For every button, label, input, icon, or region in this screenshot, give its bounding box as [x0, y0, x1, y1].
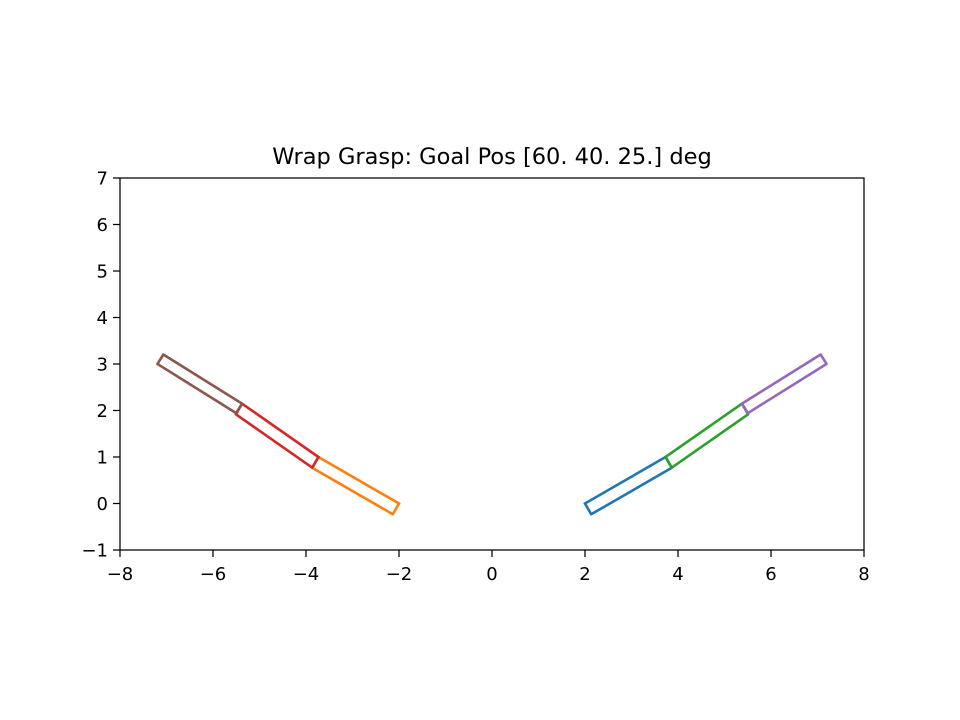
y-tick-label: 3: [97, 355, 108, 376]
plot-frame: [119, 177, 865, 551]
y-tick-label: 2: [97, 401, 108, 422]
y-tick-label: −1: [81, 541, 108, 562]
series-5-line: [156, 353, 244, 415]
series-4-line: [740, 353, 828, 415]
x-tick-label: −4: [293, 564, 320, 585]
series-layer: [156, 353, 828, 516]
x-tick-label: 4: [672, 564, 683, 585]
y-tick-label: 5: [97, 262, 108, 283]
y-tick-label: 7: [97, 169, 108, 190]
x-tick-label: −6: [200, 564, 227, 585]
y-tick-label: 0: [97, 494, 108, 515]
y-axis-ticks: −1 0 1 2 3 4 5 6 7: [81, 169, 120, 562]
x-tick-label: −2: [386, 564, 413, 585]
y-tick-label: 1: [97, 448, 108, 469]
x-tick-label: 8: [858, 564, 869, 585]
y-tick-label: 4: [97, 308, 108, 329]
chart-title: Wrap Grasp: Goal Pos [60. 40. 25.] deg: [272, 144, 712, 170]
y-tick-label: 6: [97, 215, 108, 236]
x-tick-label: 0: [486, 564, 497, 585]
x-tick-label: 2: [579, 564, 590, 585]
x-tick-label: −8: [107, 564, 134, 585]
x-axis-ticks: −8 −6 −4 −2 0 2 4 6 8: [107, 550, 870, 585]
x-tick-label: 6: [765, 564, 776, 585]
